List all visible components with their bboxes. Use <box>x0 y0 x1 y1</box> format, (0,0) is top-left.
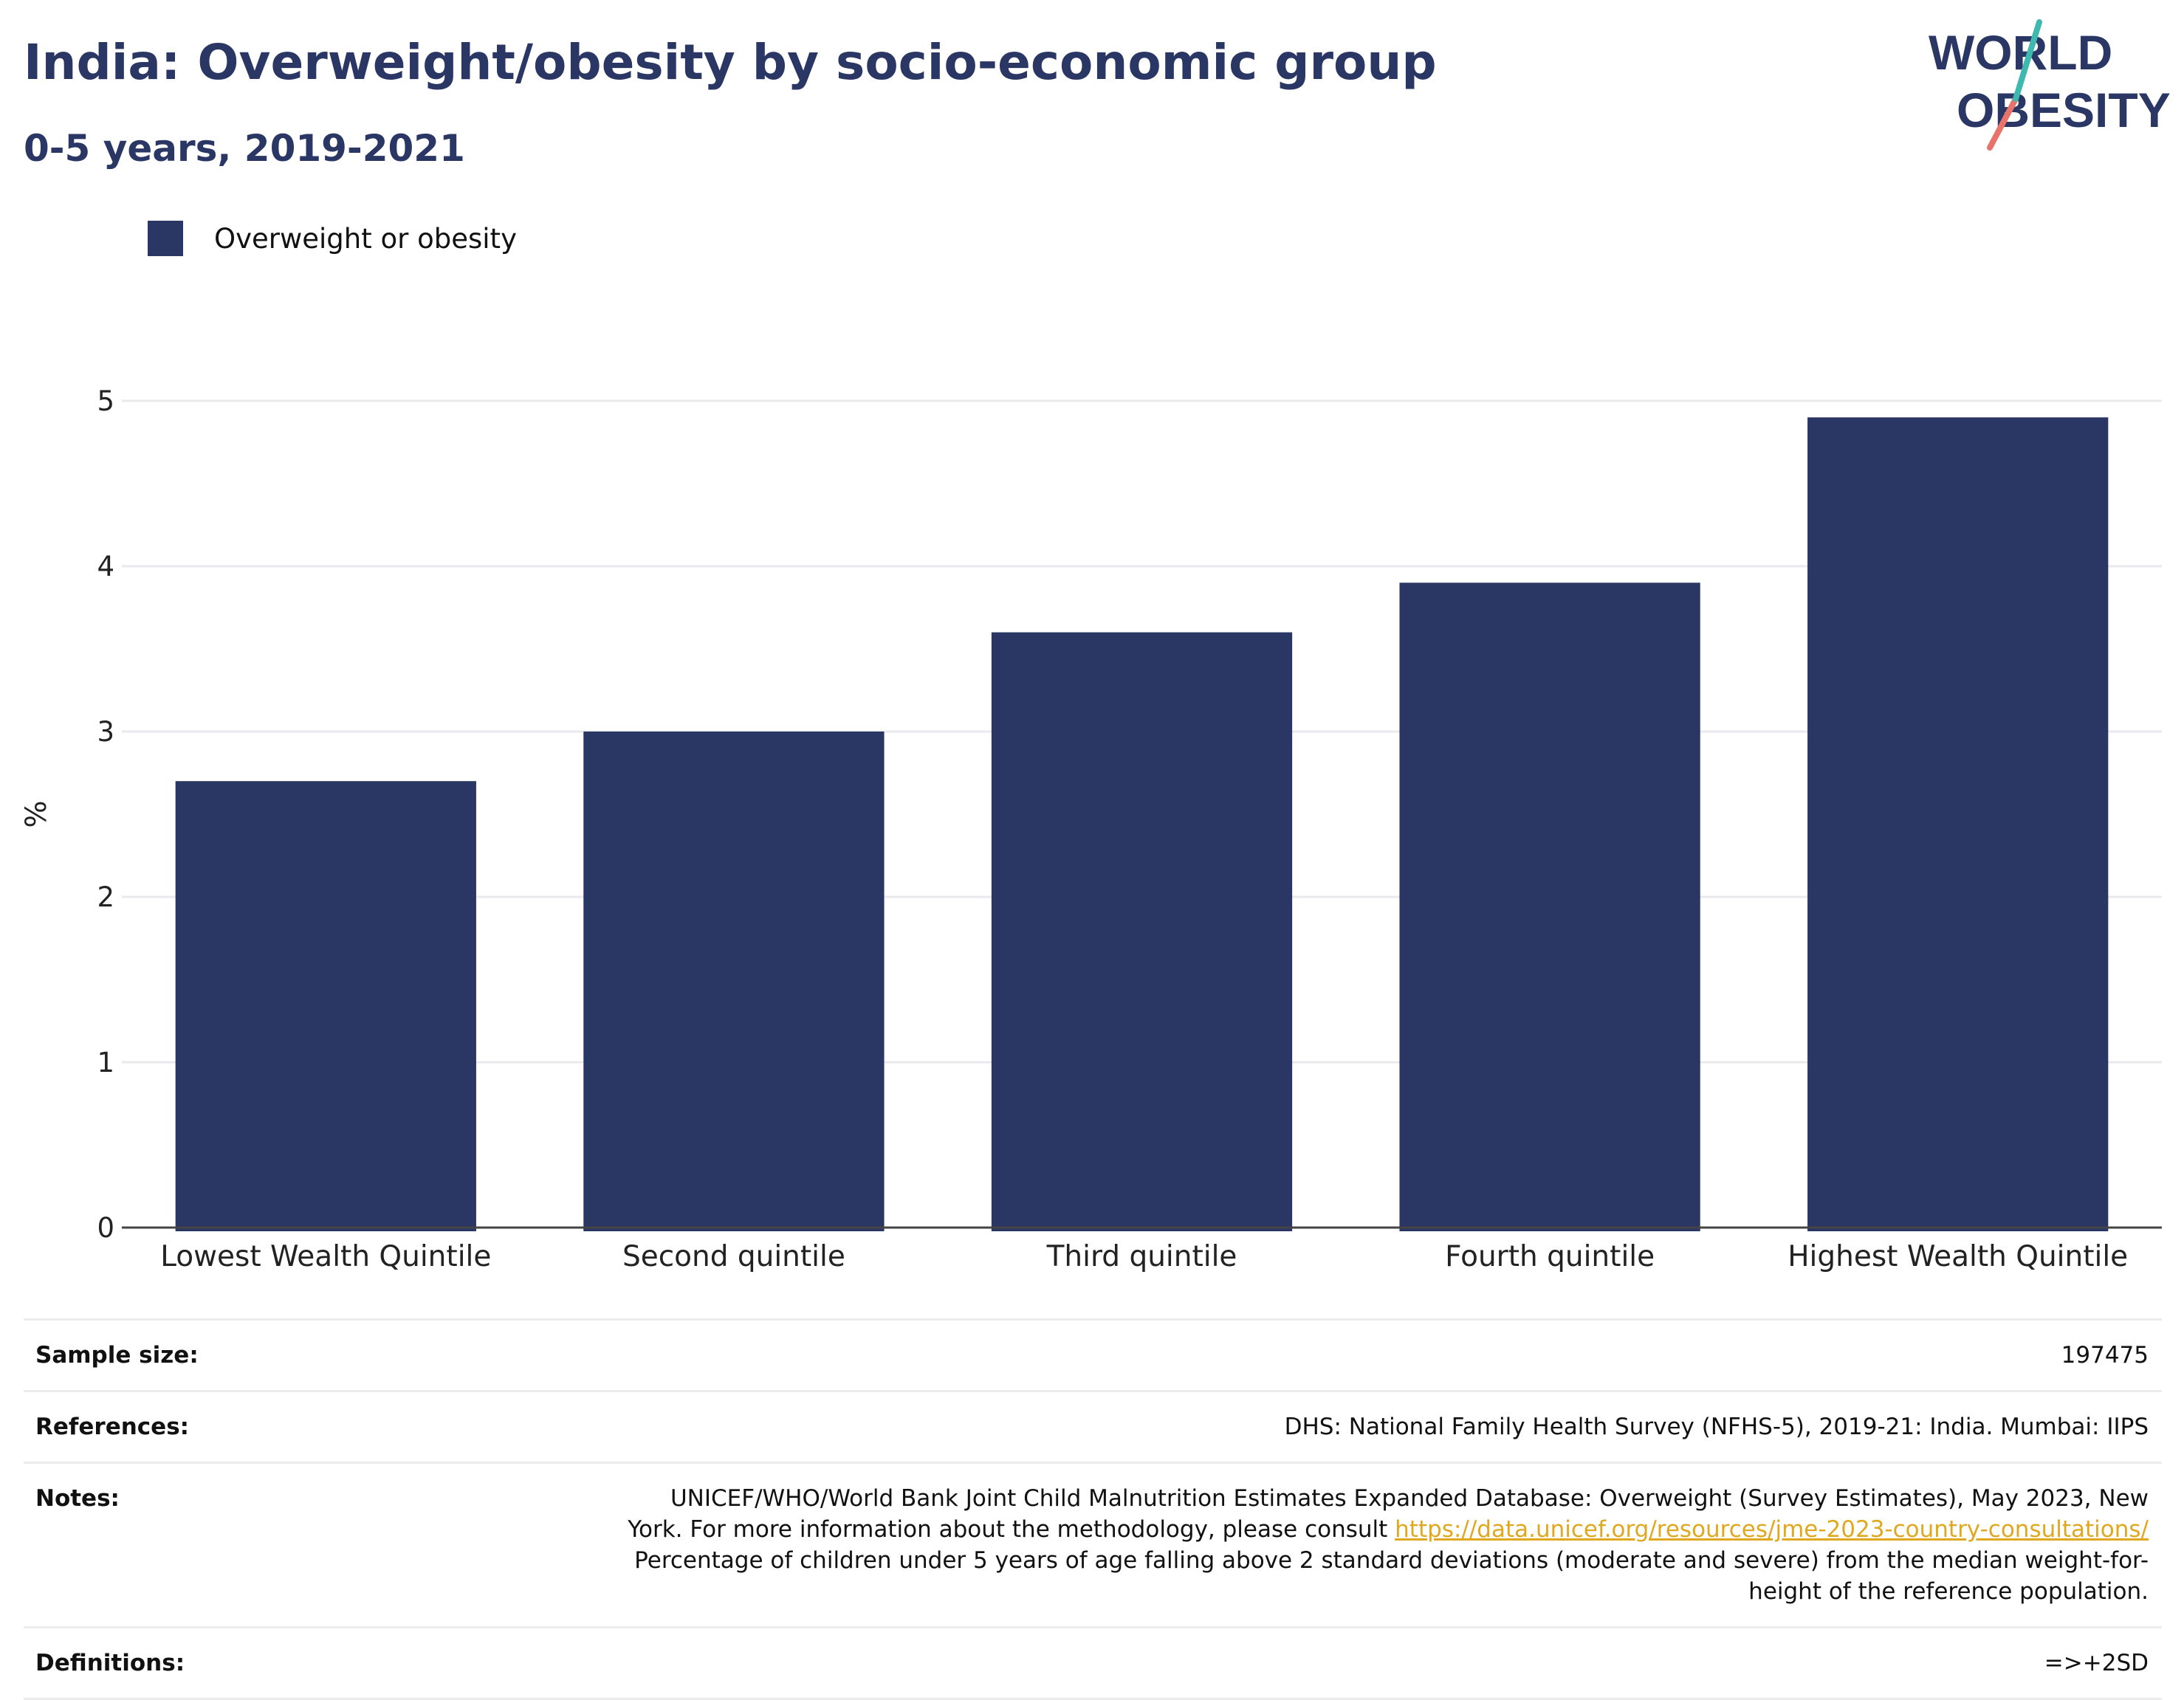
chart-legend: Overweight or obesity <box>148 220 517 257</box>
notes-row: Notes: UNICEF/WHO/World Bank Joint Child… <box>24 1462 2162 1626</box>
logo-line-obesity: OBESITY <box>1957 83 2171 137</box>
bar <box>1807 417 2109 1231</box>
definitions-label: Definitions: <box>35 1650 185 1676</box>
definitions-value: =>+2SD <box>2044 1650 2149 1676</box>
definitions-row: Definitions: =>+2SD <box>24 1626 2162 1700</box>
x-tick-label: Lowest Wealth Quintile <box>160 1240 491 1273</box>
notes-label: Notes: <box>35 1485 120 1512</box>
y-tick-label: 2 <box>97 881 114 913</box>
notes-text-2: Percentage of children under 5 years of … <box>634 1547 2149 1605</box>
bar-chart: 0 1 2 3 4 5 Lowest Wealth Quintile Second quint… <box>20 385 2162 1273</box>
bar <box>175 781 476 1231</box>
x-tick-label: Fourth quintile <box>1445 1240 1655 1273</box>
legend-swatch <box>148 221 183 256</box>
logo-line-world: WORLD <box>1929 25 2112 80</box>
y-tick-label: 3 <box>97 716 114 748</box>
notes-text: UNICEF/WHO/World Bank Joint Child Malnut… <box>628 1485 2149 1543</box>
references-row: References: DHS: National Family Health … <box>24 1390 2162 1462</box>
logo-slash-teal <box>2013 19 2042 102</box>
bar <box>583 732 885 1231</box>
axes: 0 1 2 3 4 5 Lowest Wealth Quintile Second quint… <box>20 385 2162 1273</box>
y-tick-label: 4 <box>97 551 114 582</box>
notes-value: UNICEF/WHO/World Bank Joint Child Malnut… <box>628 1483 2149 1607</box>
references-value: DHS: National Family Health Survey (NFHS… <box>1284 1414 2149 1440</box>
methodology-link[interactable]: https://data.unicef.org/resources/jme-20… <box>1395 1516 2149 1543</box>
sample-size-label: Sample size: <box>35 1342 199 1369</box>
bar <box>991 632 1293 1231</box>
chart-title: India: Overweight/obesity by socio-econo… <box>24 34 1437 91</box>
x-tick-label: Second quintile <box>622 1240 845 1273</box>
sample-size-row: Sample size: 197475 <box>24 1318 2162 1390</box>
y-tick-label: 0 <box>97 1212 114 1244</box>
bars <box>175 417 2109 1231</box>
y-tick-label: 5 <box>97 385 114 417</box>
chart-subtitle: 0-5 years, 2019-2021 <box>24 127 465 170</box>
world-obesity-logo: WORLD OBESITY <box>1929 19 2171 151</box>
references-label: References: <box>35 1414 190 1440</box>
y-axis-title: % <box>20 800 53 827</box>
x-tick-label: Highest Wealth Quintile <box>1788 1240 2128 1273</box>
y-tick-label: 1 <box>97 1047 114 1078</box>
bar <box>1399 582 1700 1231</box>
logo-slash-red <box>1987 96 2019 151</box>
sample-size-value: 197475 <box>2061 1342 2149 1369</box>
legend-label: Overweight or obesity <box>214 222 517 255</box>
footer-table: Sample size: 197475 References: DHS: Nat… <box>24 1318 2162 1700</box>
x-tick-label: Third quintile <box>1046 1240 1237 1273</box>
